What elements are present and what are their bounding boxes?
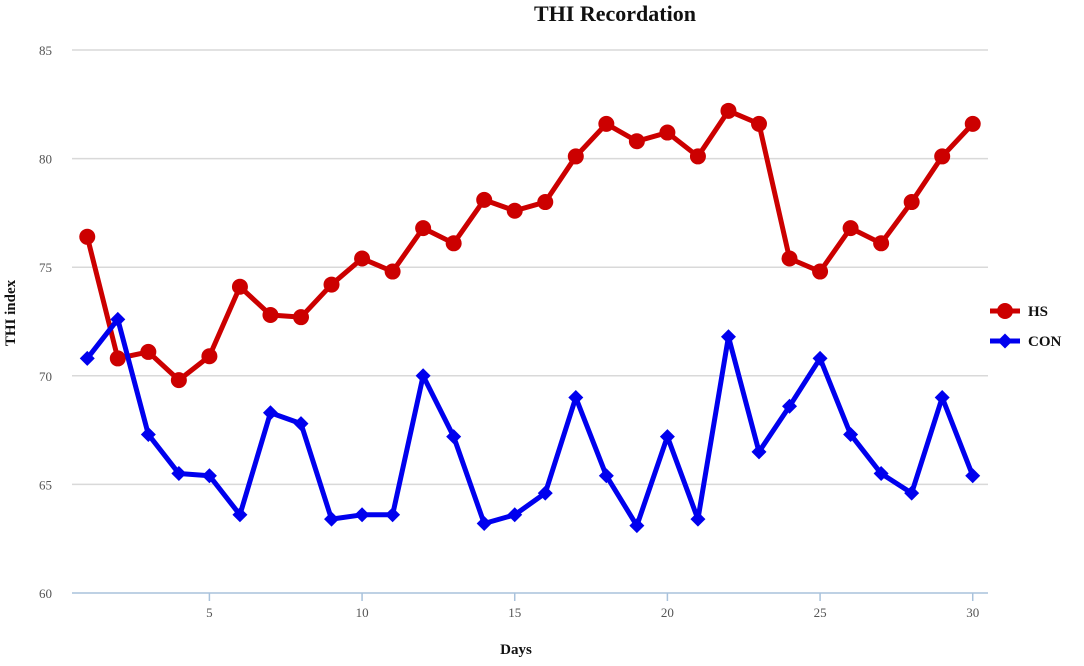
x-tick-label: 5 — [206, 605, 213, 620]
y-axis-title: THI index — [3, 279, 19, 346]
series-layer — [79, 102, 981, 534]
data-point-hs — [170, 372, 187, 389]
data-point-con — [598, 468, 614, 484]
data-point-con — [690, 511, 706, 527]
data-point-hs — [445, 235, 462, 252]
data-point-con — [110, 311, 126, 327]
y-tick-label: 65 — [39, 477, 52, 492]
data-point-hs — [659, 124, 676, 141]
axes: 60 65 70 75 80 85 5 10 15 20 25 30 — [39, 43, 988, 620]
y-tick-label: 75 — [39, 260, 52, 275]
data-point-con — [324, 511, 340, 527]
data-point-con — [507, 507, 523, 523]
data-point-con — [293, 416, 309, 432]
data-point-hs — [384, 263, 401, 280]
legend-marker-con — [997, 333, 1013, 349]
data-point-con — [446, 429, 462, 445]
data-point-con — [629, 518, 645, 534]
data-point-hs — [842, 220, 859, 237]
chart-title: THI Recordation — [534, 1, 696, 26]
data-point-hs — [689, 148, 706, 165]
y-tick-label: 60 — [39, 586, 52, 601]
data-point-con — [79, 350, 95, 366]
data-point-con — [659, 429, 675, 445]
x-tick-label: 15 — [508, 605, 521, 620]
data-point-hs — [934, 148, 951, 165]
data-point-hs — [201, 348, 218, 365]
data-point-hs — [506, 202, 523, 219]
data-point-hs — [537, 194, 554, 211]
legend-marker-hs — [997, 303, 1013, 319]
data-point-hs — [812, 263, 829, 280]
data-point-con — [720, 329, 736, 345]
data-point-hs — [751, 115, 767, 132]
legend-item-hs: HS — [990, 303, 1048, 320]
series-line-hs — [84, 108, 976, 383]
data-point-con — [476, 515, 492, 531]
data-point-con — [904, 485, 920, 501]
y-tick-label: 85 — [39, 43, 52, 58]
data-point-hs — [323, 276, 340, 293]
data-point-hs — [140, 343, 157, 360]
legend-label: CON — [1028, 334, 1062, 350]
x-axis-title: Days — [500, 642, 532, 658]
data-point-con — [140, 426, 156, 442]
data-point-hs — [720, 102, 737, 119]
y-tick-label: 70 — [39, 369, 52, 384]
data-point-hs — [903, 194, 920, 211]
data-point-con — [385, 507, 401, 523]
legend-item-con: CON — [990, 333, 1062, 350]
grid-lines — [72, 49, 988, 486]
legend: HS CON — [990, 303, 1062, 350]
data-point-con — [537, 485, 553, 501]
data-point-con — [782, 398, 798, 414]
x-tick-label: 10 — [356, 605, 369, 620]
data-point-hs — [293, 309, 309, 326]
data-point-hs — [109, 350, 126, 367]
data-point-hs — [598, 115, 615, 132]
data-point-con — [812, 350, 828, 366]
x-tick-label: 20 — [661, 605, 674, 620]
data-point-con — [415, 368, 431, 384]
data-point-hs — [79, 228, 96, 245]
x-tick-label: 25 — [814, 605, 827, 620]
data-point-hs — [262, 306, 279, 323]
data-point-hs — [476, 191, 493, 208]
data-point-hs — [873, 235, 890, 252]
x-tick-label: 30 — [966, 605, 979, 620]
data-point-con — [201, 468, 217, 484]
legend-label: HS — [1028, 304, 1048, 320]
data-point-con — [873, 466, 889, 482]
y-tick-label: 80 — [39, 152, 52, 167]
data-point-hs — [354, 250, 371, 267]
data-point-hs — [628, 133, 645, 150]
data-point-hs — [415, 220, 432, 237]
data-point-hs — [567, 148, 584, 165]
series-hs — [79, 102, 981, 389]
data-point-hs — [781, 250, 798, 267]
data-point-con — [568, 390, 584, 406]
data-point-con — [965, 468, 981, 484]
data-point-con — [262, 405, 278, 421]
data-point-con — [751, 444, 767, 460]
series-con — [79, 311, 981, 534]
data-point-con — [934, 390, 950, 406]
data-point-hs — [964, 115, 981, 132]
data-point-hs — [231, 278, 248, 295]
data-point-con — [232, 507, 248, 523]
data-point-con — [354, 507, 370, 523]
series-line-con — [84, 316, 976, 529]
data-point-con — [171, 466, 187, 482]
data-point-con — [843, 426, 859, 442]
